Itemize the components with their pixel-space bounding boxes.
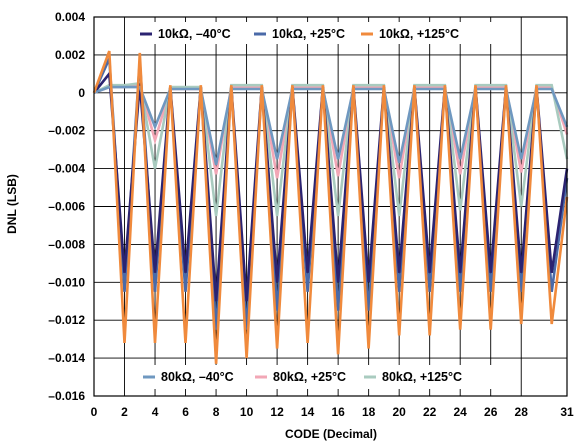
x-tick-label: 26 [484,405,498,419]
legend-label: 10kΩ, +125°C [379,27,459,41]
legend-background [134,22,506,44]
x-tick-label: 0 [91,405,98,419]
x-tick-label: 12 [270,405,284,419]
legend-label: 10kΩ, +25°C [272,27,345,41]
legend-label: 80kΩ, +125°C [382,370,462,384]
x-tick-label: 4 [152,405,159,419]
x-tick-label: 6 [182,405,189,419]
x-axis-title: CODE (Decimal) [285,427,377,441]
x-tick-label: 10 [240,405,254,419]
series-line-2 [93,81,569,217]
legend-label: 80kΩ, –40°C [161,370,234,384]
y-tick-label: –0.004 [48,162,85,176]
x-tick-label: 2 [121,405,128,419]
legend-label: 80kΩ, +25°C [273,370,346,384]
x-tick-label: 20 [392,405,406,419]
legend-label: 10kΩ, –40°C [158,27,231,41]
x-tick-label: 14 [301,405,315,419]
y-tick-label: 0 [78,86,85,100]
legend-bottom: 80kΩ, –40°C 80kΩ, +25°C 80kΩ, +125°C [139,365,506,389]
x-tick-label: 16 [331,405,345,419]
series-lines [92,50,569,364]
plot-border [93,16,568,397]
x-tick-labels: 0 2 4 6 8 10 12 14 16 18 20 22 24 26 28 31 [91,405,574,419]
x-tick-label: 24 [454,405,468,419]
legends: 10kΩ, –40°C 10kΩ, +25°C 10kΩ, +125°C 80kΩ, … [134,22,506,389]
x-tick-label: 8 [213,405,220,419]
series-line-5 [93,85,569,166]
y-tick-label: –0.012 [48,313,85,327]
legend-top: 10kΩ, –40°C 10kΩ, +25°C 10kΩ, +125°C [134,22,506,44]
y-axis-title: DNL (LSB) [5,174,19,234]
x-tick-label: 28 [515,405,529,419]
y-tick-label: –0.002 [48,124,85,138]
y-tick-label: –0.006 [48,200,85,214]
x-tick-label: 31 [560,405,574,419]
plot-frame [93,16,568,397]
x-tick-label: 22 [423,405,437,419]
legend-background [139,365,506,389]
series-line-6 [92,50,569,364]
y-tick-label: –0.014 [48,351,85,365]
x-tick-label: 18 [362,405,376,419]
y-tick-labels: 0.004 0.002 0 –0.002 –0.004 –0.006 –0.008 –0.01… [48,10,85,403]
y-tick-label: –0.016 [48,389,85,403]
y-tick-label: –0.008 [48,237,85,251]
y-tick-label: 0.004 [55,10,85,24]
y-tick-label: 0.002 [55,48,85,62]
y-tick-label: –0.010 [48,275,85,289]
